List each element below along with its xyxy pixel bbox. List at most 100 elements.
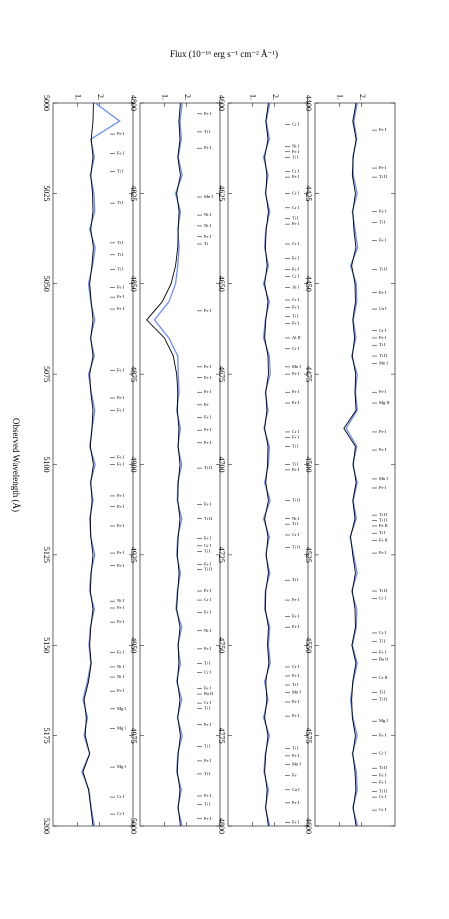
spectrum-line — [264, 102, 270, 827]
line-id-label: Ti II — [379, 697, 387, 702]
wavelength-tick-label: 4900 — [129, 457, 138, 473]
wavelength-tick-label: 4875 — [129, 366, 138, 382]
line-id-label: Al II — [292, 335, 301, 340]
wavelength-tick-label: 4400 — [304, 95, 313, 111]
line-id-label: Fe I — [117, 550, 125, 555]
flux-tick-label: 1. — [161, 94, 170, 100]
line-id-label: Fe I — [117, 284, 125, 289]
line-id-label: Ba II — [379, 657, 389, 662]
line-id-label: Mn I — [379, 360, 388, 365]
line-id-label: Fe I — [204, 501, 212, 506]
line-id-label: Fe I — [117, 131, 125, 136]
line-id-label: Fe I — [204, 375, 212, 380]
line-id-label: Ti II — [379, 789, 387, 794]
line-id-label: Cr II — [379, 675, 388, 680]
line-id-label: Fe I — [117, 493, 125, 498]
wavelength-tick-label: 4750 — [217, 637, 226, 653]
line-id-label: Fe I — [292, 753, 300, 758]
spectrum-line — [343, 102, 357, 827]
line-id-label: Cr I — [292, 169, 300, 174]
line-id-label: Mg I — [117, 764, 126, 769]
line-id-label: Ti II — [379, 266, 387, 271]
line-id-label: Ti I — [117, 200, 124, 205]
line-id-label: Ti II — [204, 465, 212, 470]
line-id-label: Fe I — [379, 290, 387, 295]
line-id-label: Ti II — [204, 566, 212, 571]
line-id-label: Ti I — [292, 521, 299, 526]
line-id-label: Fe I — [379, 550, 387, 555]
line-id-label: Fe I — [379, 733, 387, 738]
line-id-label: Fe I — [117, 688, 125, 693]
line-id-label: Ti I — [379, 639, 386, 644]
wavelength-tick-label: 5000 — [129, 818, 138, 834]
line-id-label: Cr I — [379, 630, 387, 635]
line-id-label: Fe I — [379, 485, 387, 490]
line-id-label: Cr I — [204, 669, 212, 674]
line-id-label: Ti I — [292, 462, 299, 467]
axis-label: Observed Wavelength (Å) — [11, 418, 21, 512]
line-id-label: Ni I — [204, 628, 212, 633]
line-id-label: Cr I — [292, 122, 300, 127]
line-id-label: Ti I — [204, 548, 211, 553]
line-id-label: Ti II — [379, 512, 387, 517]
line-id-label: Ti I — [292, 313, 299, 318]
line-id-label: Ti I — [379, 530, 386, 535]
flux-tick-label: 2. — [358, 94, 367, 100]
line-id-label: Fe I — [379, 165, 387, 170]
line-id-label: Fe I — [204, 427, 212, 432]
line-id-label: Mn I — [379, 476, 388, 481]
line-id-label: Ti I — [117, 240, 124, 245]
line-id-label: Cr I — [379, 328, 387, 333]
wavelength-tick-label: 5125 — [42, 547, 51, 563]
flux-tick-label: 1. — [74, 94, 83, 100]
line-id-label: Fe I — [379, 772, 387, 777]
line-id-label: Ti I — [204, 660, 211, 665]
line-id-label: Fe I — [117, 454, 125, 459]
line-id-label: Cr I — [379, 595, 387, 600]
line-id-label: Fe I — [117, 395, 125, 400]
line-id-label: Ti I — [117, 252, 124, 257]
line-id-label: Fe I — [117, 294, 125, 299]
wavelength-tick-label: 4425 — [304, 185, 313, 201]
line-id-label: Cr I — [292, 664, 300, 669]
wavelength-tick-label: 4675 — [217, 366, 226, 382]
wavelength-tick-label: 4450 — [304, 276, 313, 292]
line-id-label: Ti I — [204, 706, 211, 711]
line-id-label: Fe I — [292, 434, 300, 439]
line-id-label: Fe I — [204, 816, 212, 821]
line-id-label: Fe I — [117, 523, 125, 528]
line-id-label: Ti II — [379, 353, 387, 358]
wavelength-tick-label: 5000 — [42, 95, 51, 111]
line-id-label: Fe I — [204, 722, 212, 727]
line-id-label: Ti I — [292, 216, 299, 221]
line-id-label: Fe I — [292, 597, 300, 602]
line-id-label: Fe I — [204, 758, 212, 763]
wavelength-tick-label: 4825 — [129, 185, 138, 201]
wavelength-tick-label: 5025 — [42, 185, 51, 201]
line-id-label: Fe I — [292, 389, 300, 394]
wavelength-tick-label: 4600 — [217, 95, 226, 111]
flux-tick-label: 2. — [183, 94, 192, 100]
line-id-label: Fe I — [204, 536, 212, 541]
line-id-label: Ni I — [204, 223, 212, 228]
wavelength-tick-label: 4575 — [304, 728, 313, 744]
line-id-label: Fe — [292, 772, 297, 777]
line-id-label: Fe I — [292, 304, 300, 309]
line-id-label: Cr I — [292, 190, 300, 195]
line-id-label: Ca I — [379, 306, 387, 311]
line-id-label: Mg I — [379, 718, 388, 723]
line-id-label: Ni I — [117, 674, 125, 679]
wavelength-tick-label: 4775 — [217, 728, 226, 744]
line-id-label: Fe I — [117, 619, 125, 624]
line-id-label: Mn I — [292, 689, 301, 694]
line-id-label: Fe I — [292, 699, 300, 704]
line-id-label: Ti II — [292, 545, 300, 550]
wavelength-tick-label: 4800 — [217, 818, 226, 834]
line-id-label: Fe I — [117, 407, 125, 412]
line-id-label: Fe I — [117, 650, 125, 655]
line-id-label: Fe I — [117, 306, 125, 311]
line-id-label: Fe I — [292, 624, 300, 629]
line-id-label: Fe I — [292, 221, 300, 226]
line-id-label: Cr I — [117, 794, 125, 799]
line-id-label: Ti II — [379, 588, 387, 593]
